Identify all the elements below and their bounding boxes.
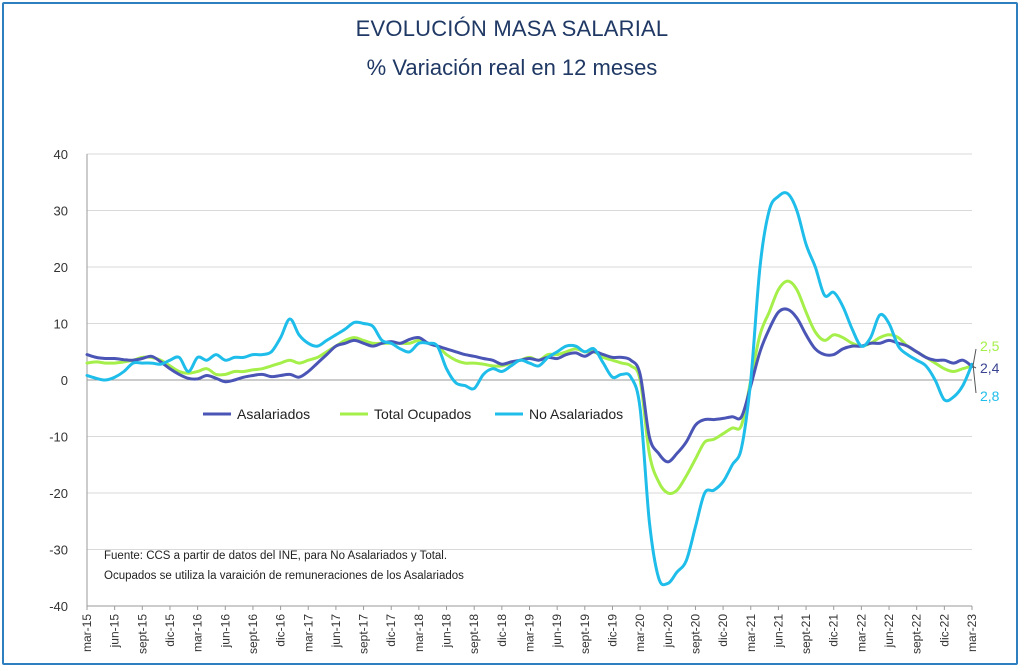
x-tick-label: mar-22 [854, 614, 868, 652]
end-label-leader [972, 364, 977, 394]
x-tick-label: dic-15 [163, 614, 177, 647]
legend-item-no-asalariados: No Asalariados [495, 406, 623, 422]
legend: Asalariados Total Ocupados No Asalariados [203, 406, 623, 422]
y-tick-label: 30 [54, 204, 68, 219]
x-tick-label: jun-20 [661, 614, 675, 649]
legend-item-asalariados: Asalariados [203, 406, 310, 422]
x-tick-label: mar-16 [191, 614, 205, 652]
series-lines [85, 191, 974, 587]
legend-label: Asalariados [237, 406, 310, 422]
legend-label: No Asalariados [529, 406, 623, 422]
x-tick-label: mar-21 [744, 614, 758, 652]
x-axis: mar-15 jun-15 sept-15 dic-15 mar-16 jun-16 sep… [80, 605, 979, 654]
x-tick-label: dic-20 [716, 614, 730, 647]
end-labels: 2,5 2,4 2,8 [972, 338, 1000, 404]
x-tick-label: sept-17 [357, 614, 371, 654]
legend-label: Total Ocupados [374, 406, 471, 422]
end-label-no-asalariados: 2,8 [980, 388, 1000, 404]
end-label-leader [972, 348, 977, 366]
x-tick-label: sept-22 [910, 614, 924, 654]
x-tick-label: jun-16 [218, 614, 232, 649]
y-tick-label: 20 [54, 260, 68, 275]
series-line-no-asalariados [85, 191, 974, 587]
y-tick-label: 0 [61, 373, 68, 388]
x-tick-label: sept-15 [135, 614, 149, 654]
end-label-asalariados: 2,4 [980, 360, 1000, 376]
x-tick-label: mar-19 [523, 614, 537, 652]
x-tick-label: dic-18 [495, 614, 509, 647]
y-axis: 40 30 20 10 0 -10 -20 -30 -40 [49, 147, 88, 614]
x-tick-label: mar-15 [80, 614, 94, 652]
x-tick-label: mar-17 [301, 614, 315, 652]
y-tick-label: -10 [49, 430, 68, 445]
x-tick-label: dic-22 [937, 614, 951, 647]
chart-title: EVOLUCIÓN MASA SALARIAL [355, 16, 669, 41]
source-note-line: Fuente: CCS a partir de datos del INE, p… [104, 550, 447, 562]
source-note: Fuente: CCS a partir de datos del INE, p… [104, 550, 464, 582]
x-tick-label: jun-17 [329, 614, 343, 649]
x-tick-label: sept-21 [799, 614, 813, 654]
x-tick-label: sept-20 [688, 614, 702, 654]
x-tick-label: sept-18 [467, 614, 481, 654]
x-tick-label: dic-21 [827, 614, 841, 647]
y-tick-label: -20 [49, 486, 68, 501]
x-tick-label: dic-17 [384, 614, 398, 647]
x-tick-label: jun-19 [550, 614, 564, 649]
series-line-asalariados [85, 307, 974, 464]
legend-item-total-ocupados: Total Ocupados [340, 406, 471, 422]
x-tick-label: sept-19 [578, 614, 592, 654]
x-tick-label: mar-18 [412, 614, 426, 652]
x-tick-label: dic-19 [605, 614, 619, 647]
x-tick-label: dic-16 [274, 614, 288, 647]
source-note-line: Ocupados se utiliza la varaición de remu… [104, 570, 464, 582]
x-tick-label: mar-23 [965, 614, 979, 652]
x-tick-label: mar-20 [633, 614, 647, 652]
y-tick-label: -30 [49, 543, 68, 558]
gridlines [87, 153, 972, 607]
x-tick-label: jun-15 [108, 614, 122, 649]
x-tick-label: jun-22 [882, 614, 896, 649]
x-tick-label: jun-18 [440, 614, 454, 649]
x-tick-label: jun-21 [771, 614, 785, 649]
end-label-total-ocupados: 2,5 [980, 338, 1000, 354]
y-tick-label: 40 [54, 147, 68, 162]
y-tick-label: 10 [54, 317, 68, 332]
series-line-total-ocupados [85, 279, 974, 496]
y-tick-label: -40 [49, 599, 68, 614]
x-tick-label: sept-16 [246, 614, 260, 654]
chart-subtitle: % Variación real en 12 meses [366, 55, 658, 80]
